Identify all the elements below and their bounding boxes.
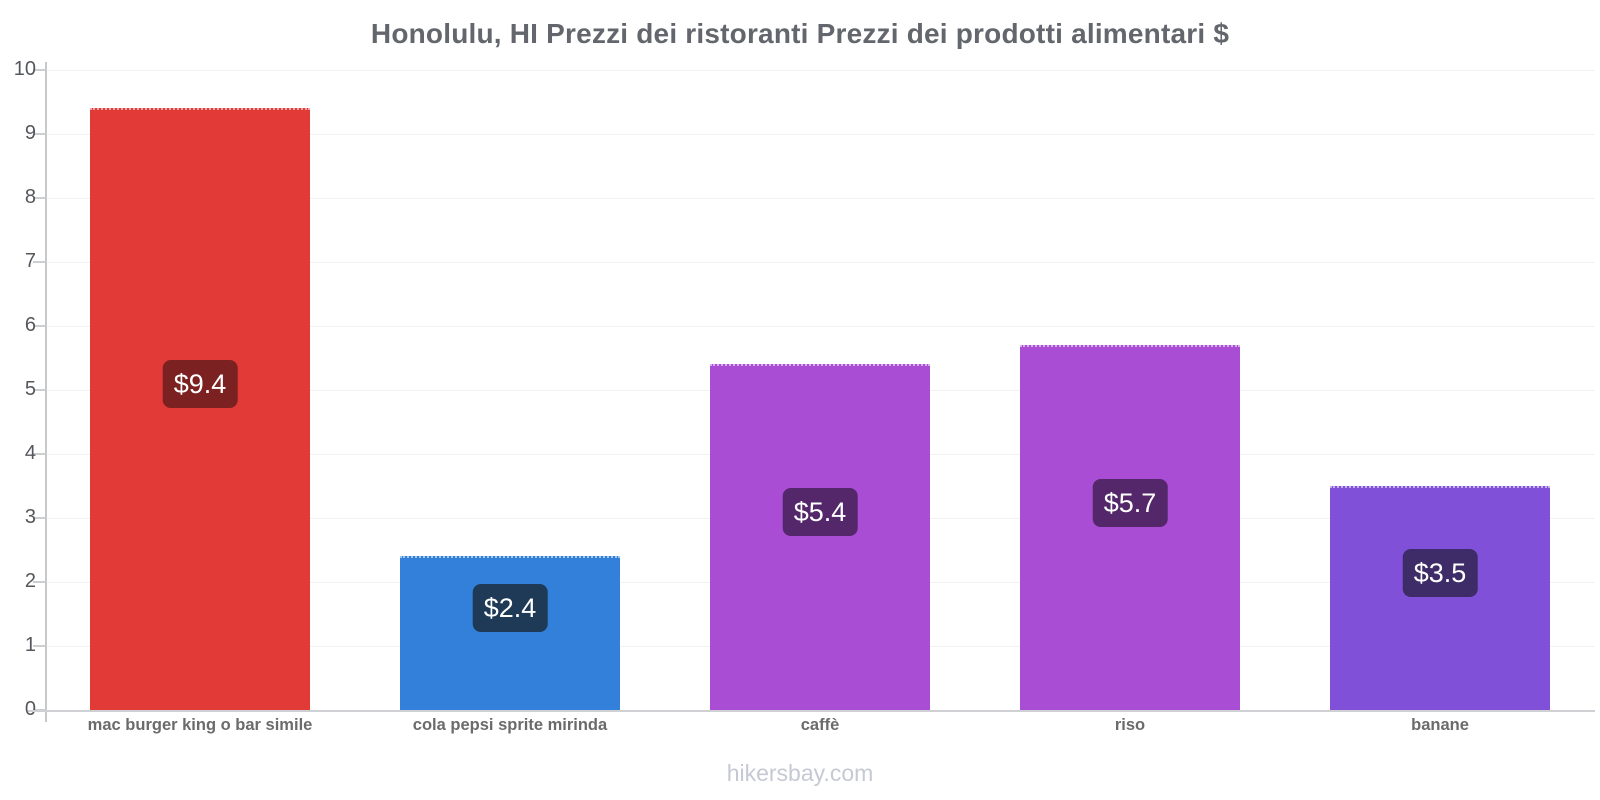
- axis-tick: [33, 645, 45, 647]
- y-axis-label: 4: [24, 442, 36, 464]
- gridline: [45, 134, 1595, 135]
- y-axis-label: 3: [24, 506, 36, 528]
- gridline: [45, 326, 1595, 327]
- x-axis-label: riso: [1114, 716, 1146, 734]
- axis-tick: [33, 197, 45, 199]
- axis-tick: [33, 517, 45, 519]
- bar[interactable]: $5.4: [710, 364, 930, 710]
- y-axis-label: 9: [24, 122, 36, 144]
- x-axis-line: [28, 710, 1595, 712]
- axis-tick: [33, 581, 45, 583]
- y-axis-label: 2: [24, 570, 36, 592]
- y-axis-label: 10: [13, 58, 36, 80]
- x-axis-label: mac burger king o bar simile: [87, 716, 313, 734]
- axis-tick: [33, 325, 45, 327]
- axis-tick: [33, 453, 45, 455]
- y-axis-label: 8: [24, 186, 36, 208]
- chart-title: Honolulu, HI Prezzi dei ristoranti Prezz…: [370, 18, 1230, 49]
- y-axis-label: 6: [24, 314, 36, 336]
- x-axis-label: banane: [1411, 716, 1469, 734]
- y-axis-label: 5: [24, 378, 36, 400]
- bar-value-badge: $5.7: [1092, 478, 1168, 527]
- bar-value-badge: $9.4: [162, 360, 238, 409]
- axis-tick: [33, 261, 45, 263]
- bar-value-badge: $3.5: [1402, 549, 1478, 597]
- axis-tick: [33, 69, 45, 71]
- bar[interactable]: $5.7: [1020, 345, 1240, 710]
- gridline: [45, 262, 1595, 263]
- axis-tick: [33, 133, 45, 135]
- gridline: [45, 198, 1595, 199]
- bar-value-badge: $2.4: [472, 584, 548, 633]
- bar[interactable]: $2.4: [400, 556, 620, 710]
- watermark-text: hikersbay.com: [726, 760, 874, 786]
- bar-value-badge: $5.4: [782, 488, 858, 537]
- y-axis-label: 1: [24, 634, 36, 656]
- y-axis-label: 0: [24, 698, 36, 720]
- x-axis-label: cola pepsi sprite mirinda: [412, 716, 608, 734]
- x-axis-label: caffè: [800, 716, 840, 734]
- y-axis-label: 7: [24, 250, 36, 272]
- bar[interactable]: $3.5: [1330, 486, 1550, 710]
- bar[interactable]: $9.4: [90, 108, 310, 710]
- gridline: [45, 70, 1595, 71]
- y-axis-line: [45, 62, 47, 722]
- axis-tick: [33, 389, 45, 391]
